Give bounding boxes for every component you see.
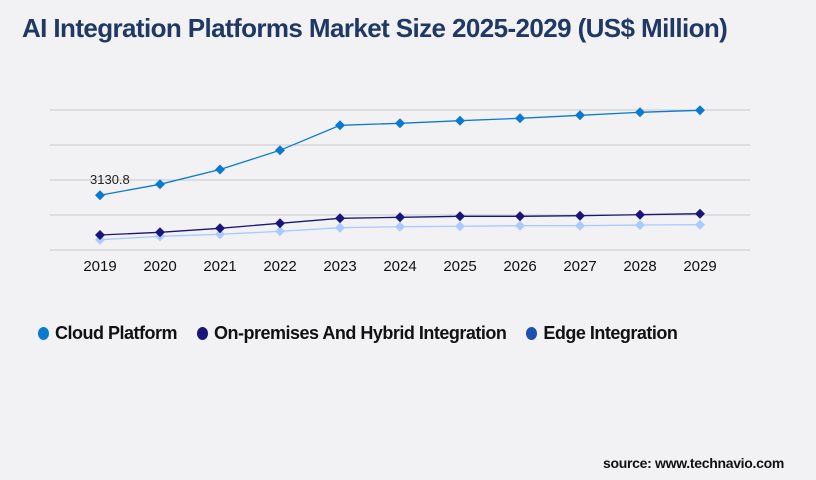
data-point	[155, 227, 165, 238]
data-point	[275, 226, 285, 237]
data-point	[575, 220, 585, 231]
data-point	[695, 219, 705, 230]
data-point	[155, 179, 165, 190]
data-point	[455, 211, 465, 222]
data-point	[95, 230, 105, 241]
x-tick-label: 2023	[323, 258, 356, 275]
x-tick-label: 2027	[563, 258, 596, 275]
data-point	[335, 213, 345, 224]
x-tick-label: 2024	[383, 258, 416, 275]
data-point	[575, 110, 585, 121]
data-point	[455, 115, 465, 126]
data-point	[695, 105, 705, 116]
data-point	[395, 221, 405, 232]
legend-marker-icon	[38, 327, 49, 340]
x-tick-label: 2026	[503, 258, 536, 275]
data-point	[335, 120, 345, 131]
legend-label: On-premises And Hybrid Integration	[214, 323, 507, 343]
legend-marker-icon	[526, 327, 538, 340]
legend-label: Cloud Platform	[55, 323, 178, 343]
source-text: source: www.technavio.com	[602, 455, 784, 471]
chart-title: AI Integration Platforms Market Size 202…	[22, 13, 728, 43]
x-tick-label: 2020	[143, 258, 176, 275]
data-point	[215, 164, 225, 175]
legend-label: Edge Integration	[543, 323, 678, 343]
legend-item: Cloud Platform	[38, 323, 178, 344]
x-tick-label: 2028	[623, 258, 656, 275]
data-point	[635, 219, 645, 230]
data-label: 3130.8	[90, 172, 130, 187]
data-point	[215, 229, 225, 240]
x-tick-label: 2021	[203, 258, 236, 275]
data-point	[635, 107, 645, 118]
data-point	[635, 209, 645, 220]
x-tick-label: 2025	[443, 258, 476, 275]
legend-marker-icon	[197, 327, 208, 340]
data-point	[515, 220, 525, 231]
data-point	[395, 212, 405, 223]
data-point	[695, 208, 705, 219]
legend-item: On-premises And Hybrid Integration	[197, 323, 507, 344]
data-point	[215, 223, 225, 234]
legend: Cloud Platform On-premises And Hybrid Int…	[38, 323, 678, 344]
data-point	[275, 145, 285, 156]
x-tick-label: 2019	[83, 258, 116, 275]
data-point	[335, 222, 345, 233]
x-tick-label: 2022	[263, 258, 296, 275]
data-point	[275, 218, 285, 229]
data-point	[95, 190, 105, 201]
data-point	[395, 118, 405, 129]
data-point	[455, 221, 465, 232]
legend-item: Edge Integration	[526, 323, 678, 344]
data-point	[575, 210, 585, 221]
data-point	[515, 211, 525, 222]
data-point	[515, 113, 525, 124]
x-tick-label: 2029	[683, 258, 716, 275]
